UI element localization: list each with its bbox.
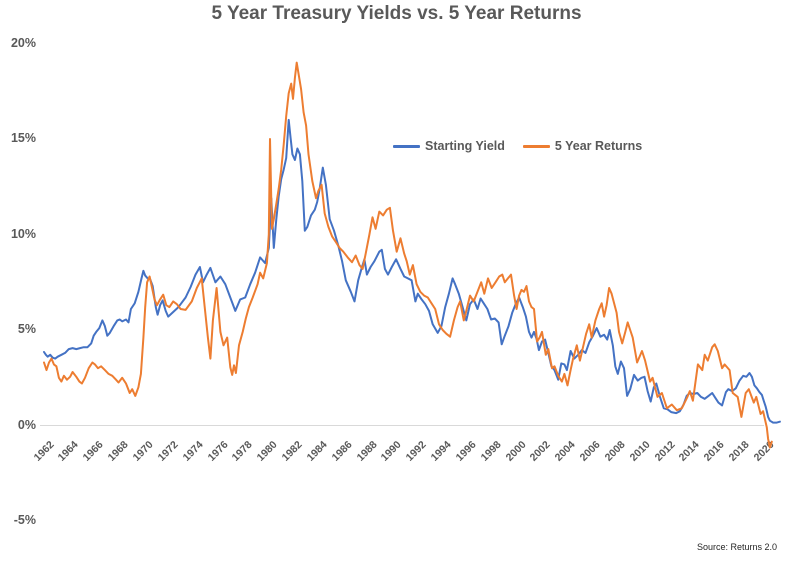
x-tick-label: 1972 [155,438,181,464]
legend-label-5-year-returns: 5 Year Returns [554,139,643,153]
y-tick-label: 10% [10,226,36,241]
five-year-returns-line-swatch-icon [522,144,550,148]
y-tick-label: 0% [17,417,36,432]
legend-label-starting-yield: Starting Yield [425,139,505,153]
x-tick-label: 1976 [205,438,231,464]
x-tick-label: 1988 [354,438,380,464]
x-tick-label: 1986 [329,438,355,464]
y-tick-label: 15% [10,131,36,145]
x-tick-label: 2010 [627,438,653,464]
x-tick-label: 1992 [403,438,429,464]
x-tick-label: 2002 [528,438,554,464]
x-tick-label: 2014 [677,438,703,464]
x-tick-label: 1990 [378,438,404,464]
y-tick-label: -5% [13,513,36,527]
series-line-5-year-returns [43,61,773,449]
source-note: Source: Returns 2.0 [696,542,777,552]
x-tick-label: 1982 [279,438,305,464]
legend-item-starting-yield: Starting Yield [393,139,505,153]
x-tick-label: 1994 [428,438,454,464]
legend-item-5-year-returns: 5 Year Returns [522,139,643,153]
x-tick-label: 2008 [602,438,628,464]
x-tick-label: 1962 [31,438,57,464]
series-line-starting-yield [43,118,781,424]
x-tick-label: 2000 [503,438,529,464]
x-tick-label: 1978 [229,438,255,464]
starting-yield-line-swatch-icon [393,144,420,148]
x-tick-label: 1980 [254,438,280,464]
y-tick-label: 20% [10,35,36,50]
x-tick-label: 2012 [652,438,678,464]
x-tick-label: 1984 [304,438,330,464]
chart-title: 5 Year Treasury Yields vs. 5 Year Return… [211,3,582,24]
x-tick-label: 2004 [552,438,578,464]
x-tick-label: 1964 [56,438,82,464]
x-tick-label: 1966 [80,438,106,464]
x-tick-label: 1968 [105,438,131,464]
x-tick-label: 1970 [130,438,156,464]
x-tick-label: 1974 [180,438,206,464]
x-tick-label: 1998 [478,438,504,464]
x-tick-label: 1996 [453,438,479,464]
x-tick-label: 2016 [701,438,727,464]
y-tick-label: 5% [17,322,36,336]
x-tick-label: 2018 [726,438,752,464]
chart-legend: Starting Yield 5 Year Returns [393,139,642,153]
x-tick-label: 2006 [577,438,603,464]
x-tick-label: 2020 [751,438,777,464]
